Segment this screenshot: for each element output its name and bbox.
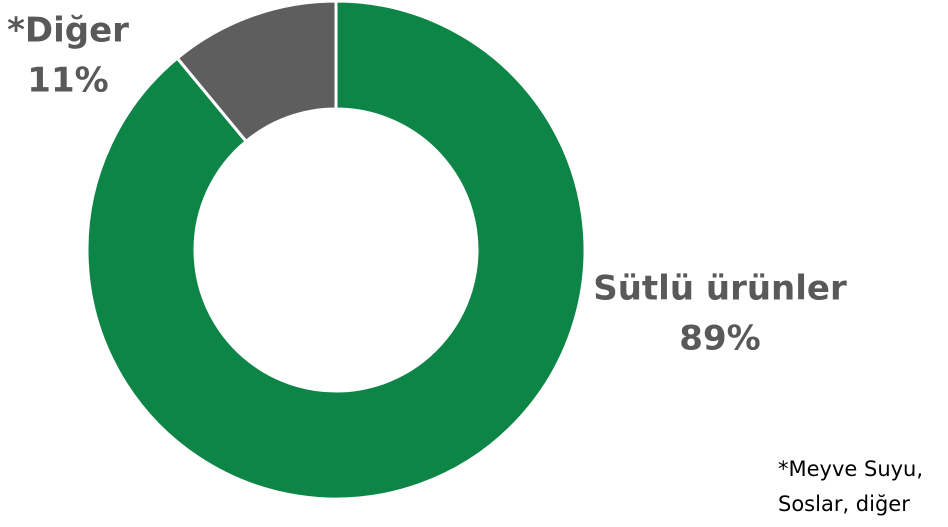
donut-slice bbox=[85, 0, 587, 501]
slice-label: *Diğer bbox=[7, 11, 129, 51]
note-line: *Meyve Suyu, bbox=[778, 457, 923, 481]
slice-label: Sütlü ürünler bbox=[593, 269, 847, 309]
slice-value-label: 11% bbox=[27, 61, 108, 101]
slice-value-label: 89% bbox=[679, 319, 760, 359]
note-line: Soslar, diğer bbox=[778, 492, 910, 516]
donut-slice bbox=[175, 0, 338, 144]
